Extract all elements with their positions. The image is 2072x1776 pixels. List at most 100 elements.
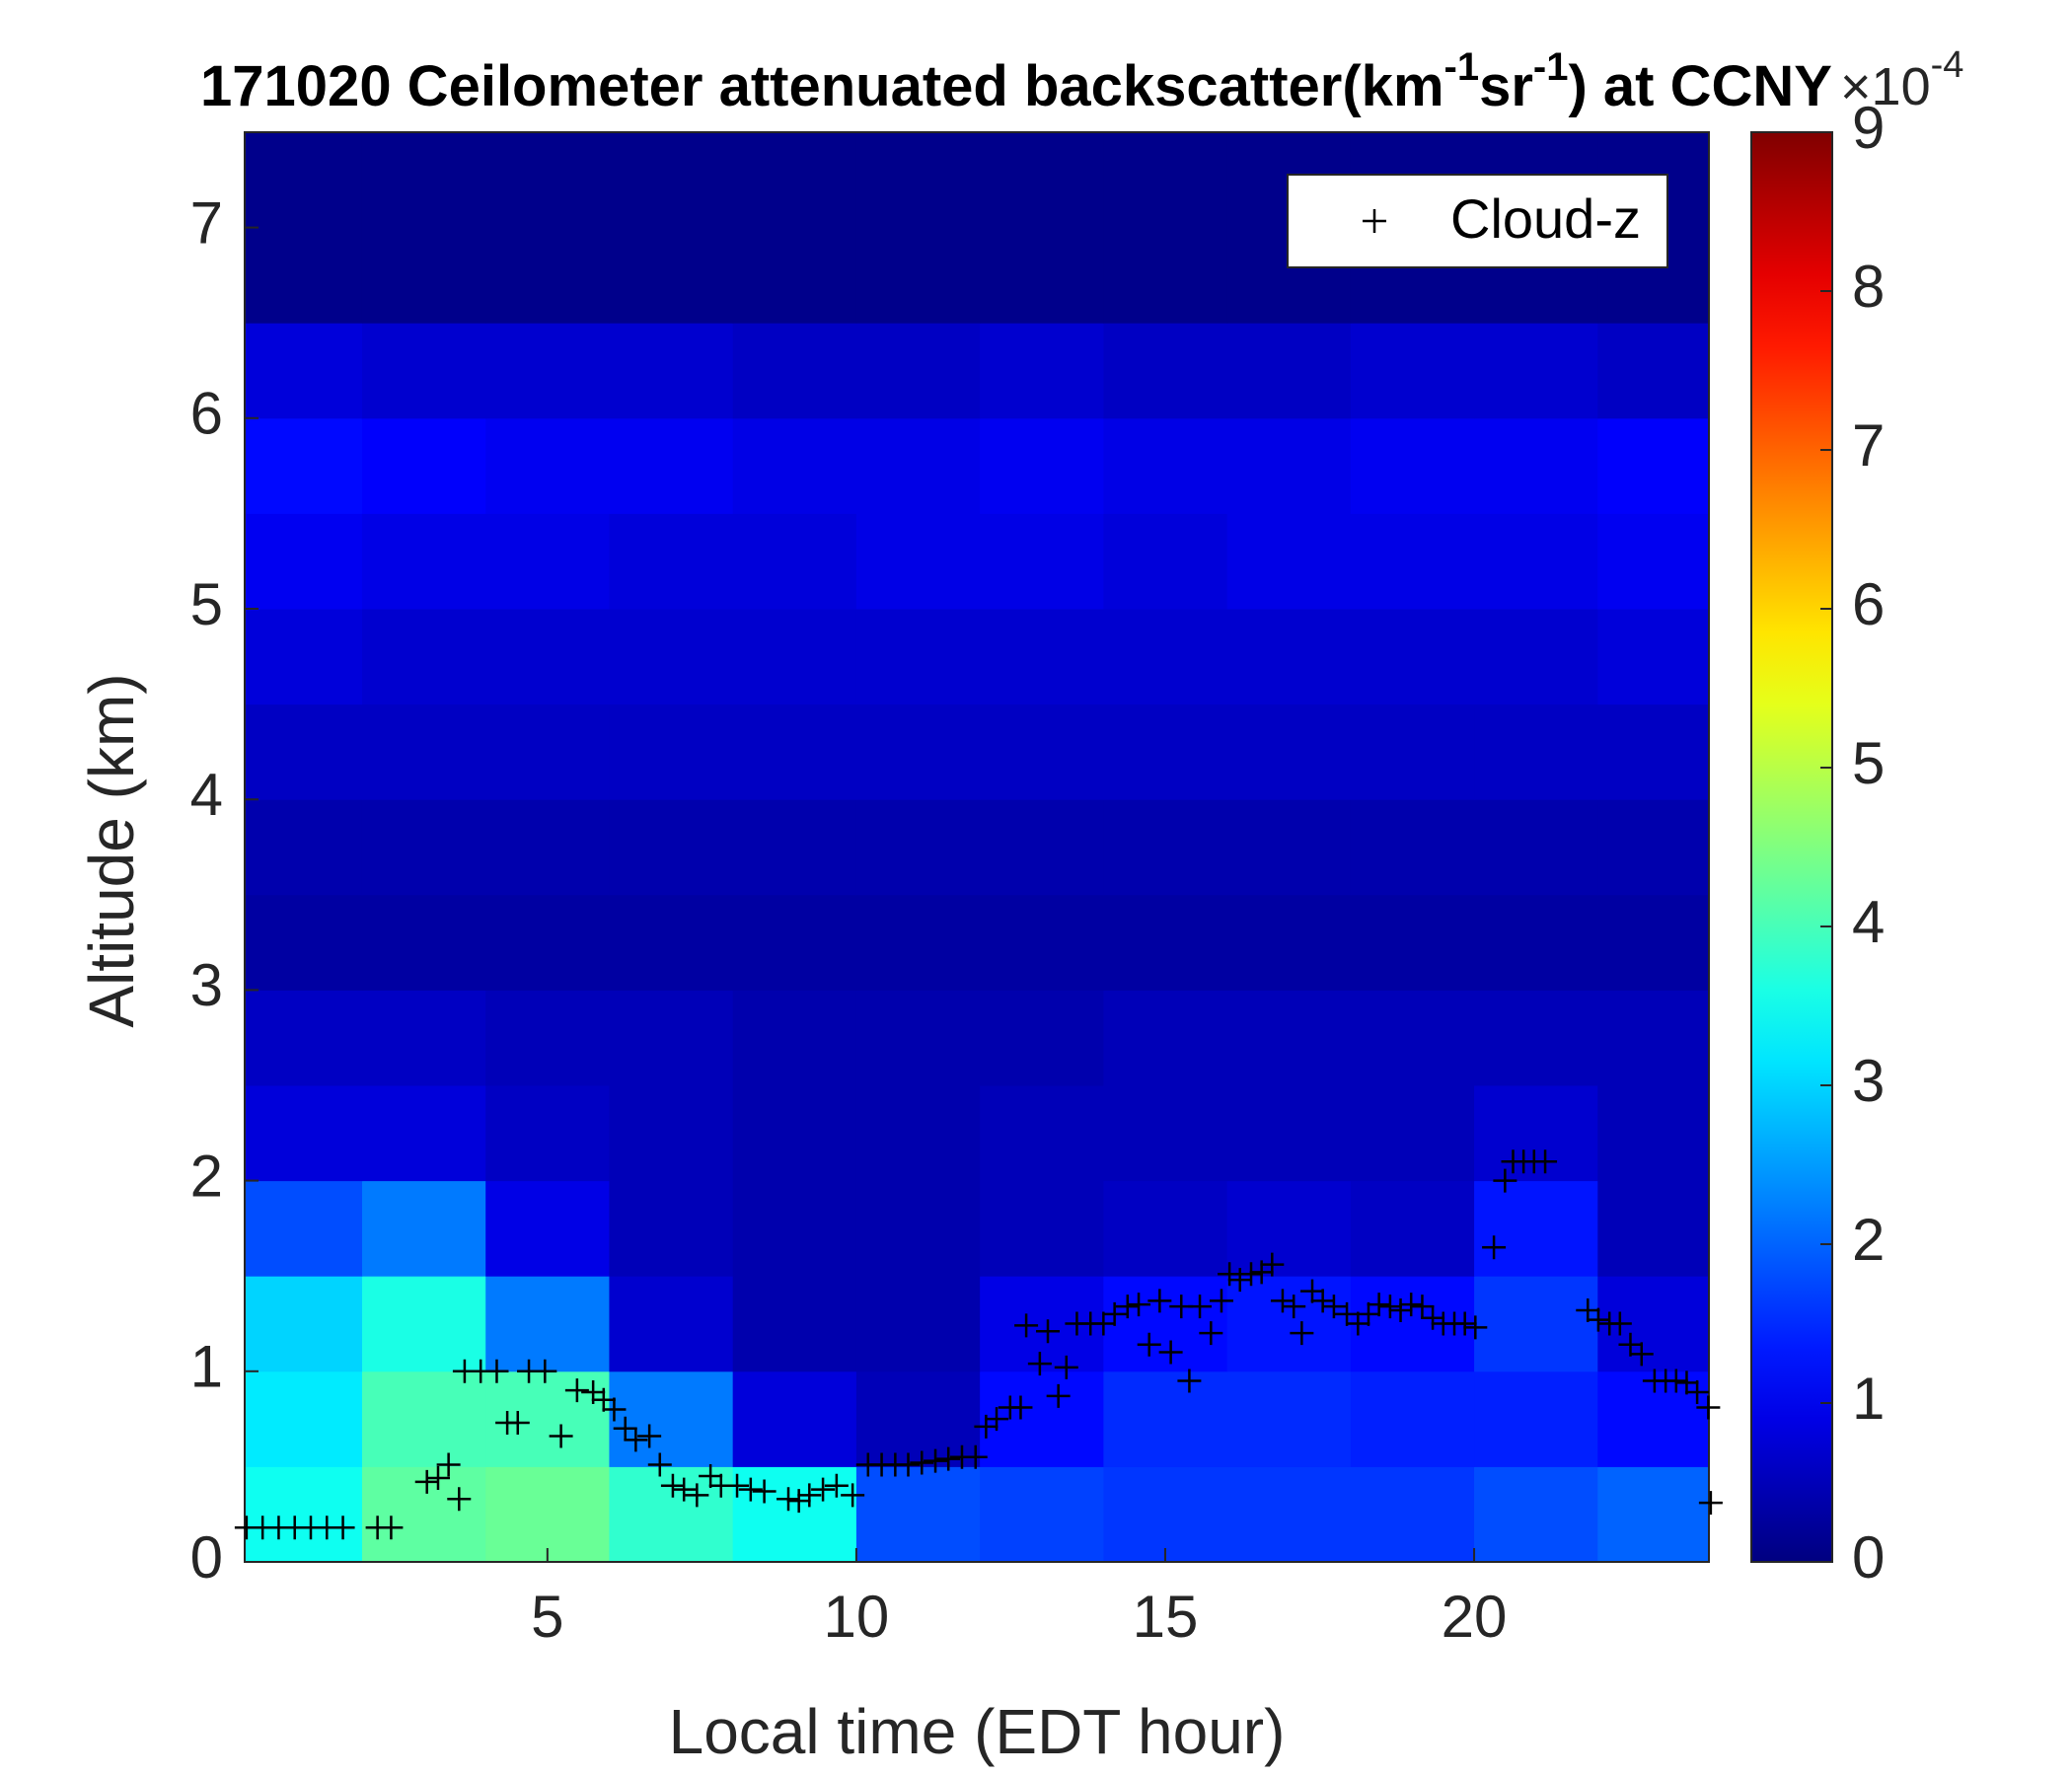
cloud-marker xyxy=(963,1444,988,1469)
title-part: sr xyxy=(1479,54,1533,118)
heatmap-cell xyxy=(609,990,734,1086)
heatmap-cell xyxy=(245,894,363,991)
heatmap-cell xyxy=(361,990,486,1086)
cloud-marker xyxy=(824,1473,849,1498)
cloud-marker xyxy=(1260,1252,1285,1277)
heatmap-cell xyxy=(245,1085,363,1182)
cloud-marker xyxy=(414,1469,439,1494)
colorbar-tick-label: 2 xyxy=(1852,1207,1885,1273)
heatmap-cell xyxy=(1597,990,1710,1086)
y-tick-label: 0 xyxy=(190,1524,223,1591)
heatmap-cell xyxy=(855,1466,981,1563)
heatmap-cell xyxy=(1350,990,1475,1086)
cloud-marker xyxy=(1421,1305,1445,1330)
heatmap-cell xyxy=(609,799,734,896)
cloud-marker xyxy=(841,1483,865,1508)
heatmap-cell xyxy=(245,323,363,419)
heatmap-cell xyxy=(609,1085,734,1182)
cloud-marker xyxy=(1227,1268,1252,1293)
cloud-marker xyxy=(637,1424,662,1448)
cloud-marker xyxy=(660,1473,685,1498)
colorbar-tick-label: 3 xyxy=(1852,1048,1885,1114)
heatmap-cell xyxy=(1103,227,1228,324)
heatmap-cell xyxy=(609,1466,734,1563)
x-tick-label: 20 xyxy=(1442,1584,1508,1650)
colorbar-tick-label: 0 xyxy=(1852,1524,1885,1591)
title-superscript: -1 xyxy=(1533,45,1569,89)
heatmap-cell xyxy=(980,132,1104,229)
heatmap-cell xyxy=(1350,894,1475,991)
cloud-marker xyxy=(1027,1352,1052,1376)
heatmap-cell xyxy=(855,990,981,1086)
cloud-marker xyxy=(1698,1491,1723,1516)
heatmap-cell xyxy=(485,990,610,1086)
heatmap-cell xyxy=(980,609,1104,705)
cloud-marker xyxy=(564,1378,589,1403)
cloud-marker xyxy=(331,1516,355,1540)
heatmap-cell xyxy=(609,1180,734,1277)
heatmap-cell xyxy=(1474,703,1598,800)
heatmap-cell xyxy=(245,1466,363,1563)
cloud-marker xyxy=(505,1410,530,1435)
heatmap-cell xyxy=(1597,799,1710,896)
heatmap-cell xyxy=(609,227,734,324)
heatmap-cell xyxy=(1597,703,1710,800)
cloud-marker xyxy=(1388,1297,1413,1322)
y-tick-label: 6 xyxy=(190,381,223,447)
cloud-marker xyxy=(738,1477,763,1502)
cloud-marker xyxy=(1036,1319,1061,1344)
heatmap-cell xyxy=(732,990,857,1086)
heatmap-cell xyxy=(1474,1370,1598,1467)
cloud-marker xyxy=(685,1483,709,1508)
y-tick-label: 2 xyxy=(190,1143,223,1209)
heatmap-cell xyxy=(1350,1466,1475,1563)
cloud-marker xyxy=(811,1477,836,1502)
heatmap-cell xyxy=(245,799,363,896)
colorbar-multiplier-base: ×10 xyxy=(1840,57,1931,116)
x-tick-label: 5 xyxy=(531,1584,563,1650)
heatmap-cell xyxy=(361,1085,486,1182)
heatmap-cell xyxy=(1103,1085,1228,1182)
cloud-marker xyxy=(1137,1332,1161,1357)
heatmap-cell xyxy=(361,1180,486,1277)
x-axis-title: Local time (EDT hour) xyxy=(669,1696,1286,1767)
cloud-marker xyxy=(924,1448,948,1473)
y-tick-label: 3 xyxy=(190,952,223,1018)
heatmap-cell xyxy=(609,132,734,229)
heatmap-cell xyxy=(732,894,857,991)
cloud-marker xyxy=(1199,1321,1223,1346)
cloud-marker xyxy=(1377,1295,1402,1319)
heatmap-cell xyxy=(361,227,486,324)
cloud-marker xyxy=(1270,1289,1295,1313)
cloud-marker xyxy=(1054,1355,1078,1379)
heatmap-cell xyxy=(855,894,981,991)
heatmap-cell xyxy=(732,1180,857,1277)
heatmap-cell xyxy=(980,894,1104,991)
colorbar-multiplier-exponent: -4 xyxy=(1931,44,1964,86)
cloud-marker xyxy=(591,1387,616,1412)
heatmap-cell xyxy=(732,323,857,419)
heatmap-cell xyxy=(1597,323,1710,419)
colorbar-tick-label: 1 xyxy=(1852,1366,1885,1432)
heatmap-cell xyxy=(609,609,734,705)
heatmap-cell xyxy=(732,799,857,896)
heatmap-cell xyxy=(1474,323,1598,419)
heatmap-cell xyxy=(245,1180,363,1277)
heatmap-cell xyxy=(361,417,486,514)
heatmap-cell xyxy=(732,132,857,229)
heatmap-cell xyxy=(485,417,610,514)
heatmap-cell xyxy=(1350,703,1475,800)
cloud-marker xyxy=(1664,1369,1688,1393)
cloud-marker xyxy=(549,1424,573,1448)
heatmap-cell xyxy=(361,703,486,800)
heatmap-cell xyxy=(1597,609,1710,705)
x-tick-label: 10 xyxy=(824,1584,890,1650)
heatmap-cell xyxy=(732,1085,857,1182)
heatmap-cell xyxy=(245,227,363,324)
cloud-marker xyxy=(1158,1340,1183,1365)
heatmap-cell xyxy=(855,323,981,419)
heatmap-cell xyxy=(980,703,1104,800)
cloud-marker xyxy=(1618,1332,1643,1357)
cloud-marker xyxy=(1209,1289,1233,1313)
heatmap-cell xyxy=(1350,1085,1475,1182)
